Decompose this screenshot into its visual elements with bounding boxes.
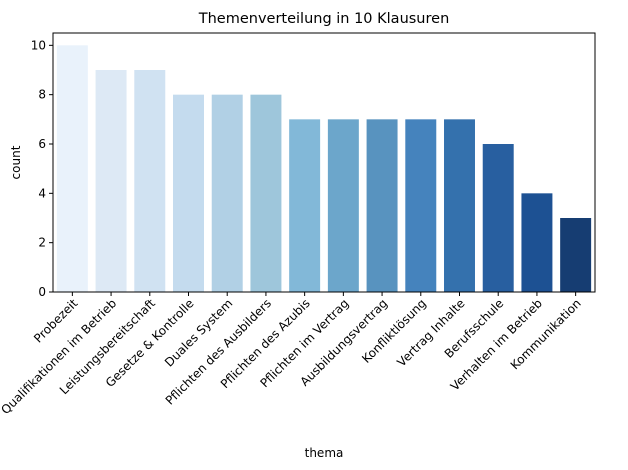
y-tick-label-5: 10 (31, 38, 46, 52)
bar-13 (560, 218, 592, 292)
x-tick-label-13: Kommunikation (508, 296, 584, 372)
x-tick-label-10: Vertrag Inhalte (394, 296, 467, 369)
y-tick-label-3: 6 (38, 137, 46, 151)
bar-6 (289, 119, 321, 292)
bar-1 (95, 70, 127, 292)
bar-0 (56, 45, 88, 293)
bar-12 (521, 193, 553, 292)
y-axis: 0 2 4 6 8 10 (31, 38, 53, 299)
bar-3 (173, 94, 204, 293)
bar-5 (250, 94, 282, 293)
chart-title: Themenverteilung in 10 Klausuren (198, 11, 450, 27)
y-tick-label-1: 2 (38, 236, 46, 250)
bar-7 (327, 119, 359, 292)
bar-8 (366, 119, 398, 292)
bar-9 (405, 119, 437, 292)
bar-11 (482, 144, 514, 292)
y-axis-title: count (9, 145, 23, 179)
y-tick-label-2: 4 (38, 186, 46, 200)
bar-10 (444, 119, 475, 292)
y-tick-label-0: 0 (38, 285, 46, 299)
plot-frame (52, 32, 596, 293)
bar-2 (134, 70, 166, 292)
bars-group (56, 45, 592, 293)
y-tick-label-4: 8 (38, 88, 46, 102)
x-axis-title: thema (305, 446, 344, 460)
bar-4 (211, 94, 243, 293)
x-tick-label-4: Duales System (162, 296, 235, 369)
